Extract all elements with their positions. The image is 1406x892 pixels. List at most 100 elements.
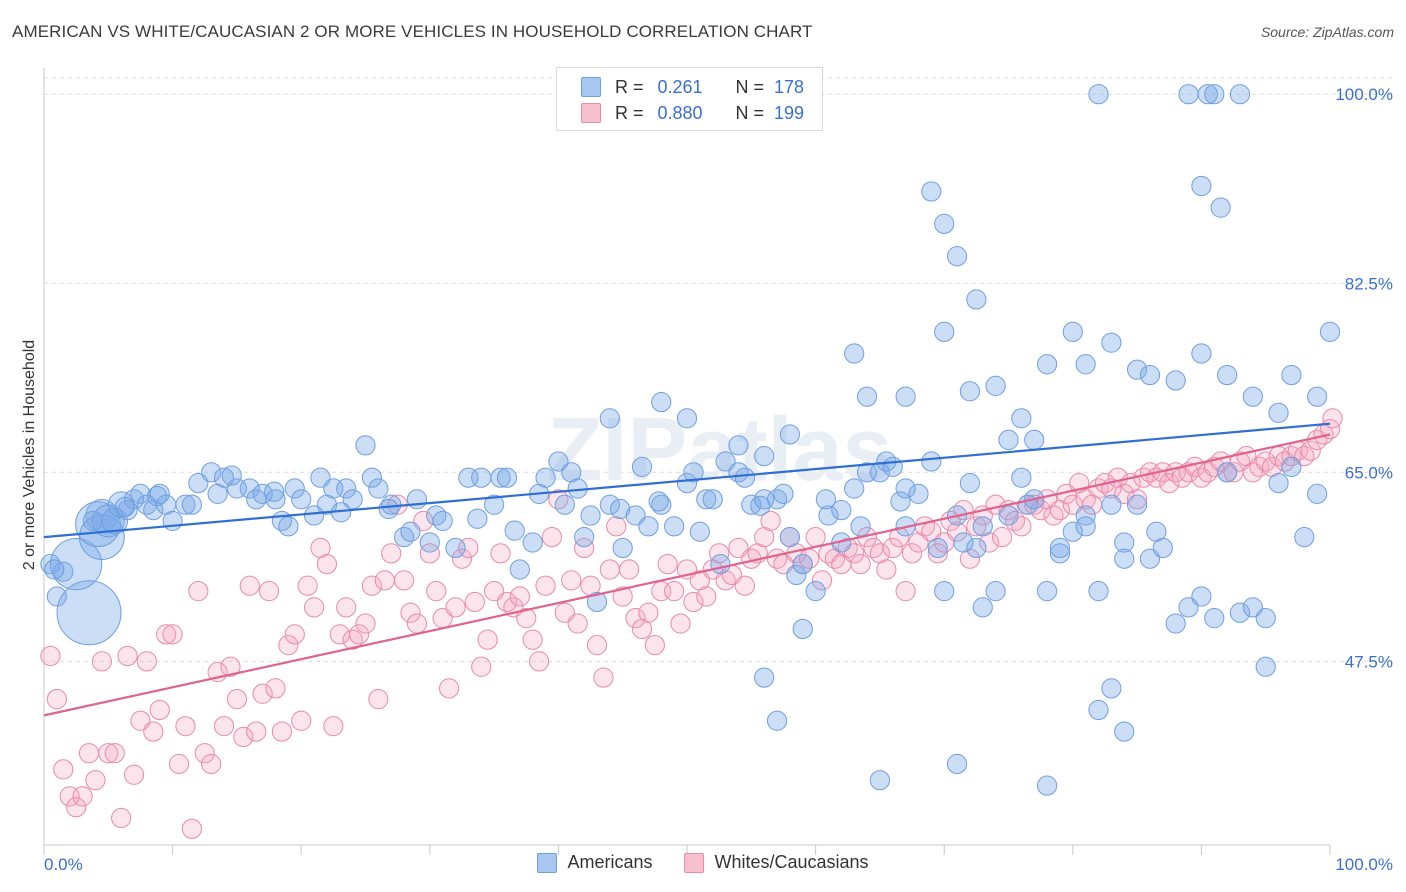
whites-point [438,678,460,699]
whites-point [278,635,299,656]
americans-point [522,532,543,553]
legend-item-americans[interactable]: Americans [537,852,652,873]
legend-swatch-whites [581,103,601,123]
americans-point [966,537,987,559]
americans-point [985,581,1006,602]
americans-point [1127,359,1148,380]
whites-point [586,635,608,656]
whites-point [246,721,267,742]
americans-point [1049,543,1071,564]
americans-point [82,510,103,532]
americans-point [728,435,749,456]
americans-point [966,289,987,310]
whites-point [374,570,395,591]
americans-point [496,467,518,488]
americans-point [1268,402,1289,423]
legend-item-whites[interactable]: Whites/Caucasians [684,852,869,873]
americans-point [181,494,202,515]
americans-point [1101,494,1122,515]
americans-point [1101,678,1122,699]
legend-series: Americans Whites/Caucasians [0,852,1406,873]
whites-point [406,613,428,634]
americans-point [850,516,871,537]
americans-point [1127,494,1148,515]
americans-point [1062,521,1083,542]
n-value: 199 [774,102,805,123]
axes [43,68,1331,855]
r-label: R = [615,102,644,123]
americans-point [815,489,836,510]
americans-point [779,424,800,445]
americans-point [1229,84,1251,105]
legend-row-whites: R = 0.880 N = 199 [581,101,804,125]
americans-point [504,520,525,541]
americans-point [754,489,775,510]
americans-point [284,478,305,499]
americans-point [1088,581,1109,602]
whites-point [220,656,241,677]
legend-label: Americans [567,852,653,872]
whites-point [156,624,177,645]
whites-point [445,597,466,618]
americans-point [1204,608,1225,629]
whites-point [136,651,157,672]
americans-point [44,559,65,580]
whites-point [111,807,132,829]
americans-trend-line [43,422,1331,539]
americans-point [779,527,800,548]
trend-lines [43,422,1331,717]
americans-point [1139,364,1161,386]
whites-point [348,624,370,645]
whites-point [1159,473,1180,494]
americans-point [1165,613,1186,634]
whites-point [91,651,112,672]
whites-point [670,613,691,634]
whites-point [117,645,138,667]
americans-point [676,473,698,494]
whites-point [811,570,833,591]
americans-point [101,507,129,535]
americans-point [1229,602,1251,623]
whites-point [336,597,357,618]
whites-point [40,645,61,667]
whites-point [664,581,685,602]
whites-point [805,527,826,548]
americans-point [1217,364,1238,386]
americans-point [610,498,631,520]
whites-point [1043,505,1064,526]
americans-point [1197,84,1218,105]
whites-point [162,624,183,645]
whites-point [895,581,916,602]
americans-point [1088,699,1109,721]
whites-point [1204,456,1225,478]
whites-point [541,527,563,548]
americans-point [1011,467,1032,488]
n-value: 178 [774,76,805,97]
americans-point [741,494,762,515]
americans-point [46,586,67,607]
y-tick-label: 47.5% [1345,652,1393,671]
americans-point [1307,386,1328,407]
americans-point [818,505,839,526]
americans-point [239,478,260,499]
americans-point [264,481,285,502]
whites-point [381,543,402,564]
legend-swatch-whites [684,852,705,873]
americans-point [959,473,981,494]
americans-point [895,386,916,407]
whites-point [265,678,286,699]
whites-point [72,786,93,807]
americans-point [580,505,601,526]
americans-point [265,489,286,510]
whites-point [175,716,196,737]
whites-point [625,608,646,629]
whites-point [529,651,550,672]
whites-point [1300,440,1321,461]
watermark: ZIPatlas [547,400,892,500]
whites-point [201,753,222,775]
whites-point [46,689,67,710]
americans-point [1114,532,1135,553]
whites-point [1004,510,1026,532]
y-axis-label: 2 or more Vehicles in Household [21,339,38,571]
whites-point [303,597,325,618]
